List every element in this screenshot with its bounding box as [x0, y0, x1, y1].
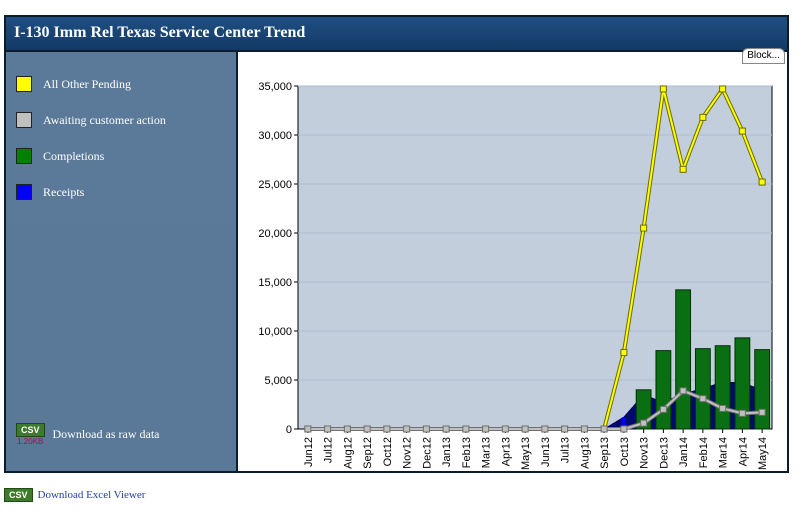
x-tick-label: May13 [520, 437, 532, 470]
awaiting-customer-action-marker [580, 425, 588, 433]
x-tick-label: Apr13 [500, 437, 512, 466]
all-other-pending-marker [659, 85, 667, 93]
chart-pane: 0 5,000 10,000 15,000 20,000 25,000 30,000 35,0… [238, 48, 787, 471]
completions-bar [694, 348, 711, 430]
all-other-pending-marker [719, 85, 727, 93]
all-other-pending-marker [758, 178, 766, 186]
completions-bar [734, 337, 751, 430]
x-tick-label: Oct12 [382, 437, 394, 466]
all-other-pending-marker [620, 349, 628, 357]
completions-bar [675, 289, 692, 430]
all-other-pending-marker [738, 127, 746, 135]
y-tick-label: 15,000 [258, 277, 292, 289]
x-tick-label: Jun13 [540, 437, 552, 467]
awaiting-customer-action-marker [620, 425, 628, 433]
x-tick-label: Mar13 [481, 437, 493, 468]
x-tick-label: Mar14 [718, 437, 730, 468]
csv-icon: CSV [4, 488, 33, 502]
x-tick-label: Dec12 [421, 437, 433, 469]
x-tick-label: Aug13 [579, 437, 591, 469]
x-tick-label: Feb13 [461, 437, 473, 468]
csv-badge-label: CSV [16, 423, 45, 437]
x-tick-label: Apr14 [737, 437, 749, 466]
csv-file-size: 1.20KB [17, 437, 44, 446]
all-other-pending-marker [640, 224, 648, 232]
y-tick-label: 35,000 [258, 81, 292, 93]
completions-bar [754, 349, 771, 430]
legend-swatch [16, 184, 32, 200]
x-tick-label: Oct13 [619, 437, 631, 466]
completions-bar [655, 350, 672, 430]
block-button[interactable]: Block... [742, 48, 785, 64]
footer-download[interactable]: CSV Download Excel Viewer [4, 488, 145, 502]
download-excel-viewer-link[interactable]: Download Excel Viewer [37, 489, 146, 501]
x-tick-label: May14 [757, 437, 769, 470]
awaiting-customer-action-marker [501, 425, 509, 433]
awaiting-customer-action-marker [600, 425, 608, 433]
download-raw-data-label: Download as raw data [52, 427, 160, 441]
legend-label: Completions [43, 148, 105, 163]
x-tick-label: Jan14 [678, 437, 690, 467]
download-raw-data-link[interactable]: CSV 1.20KB Download as raw data [16, 423, 159, 446]
x-tick-label: Dec13 [658, 437, 670, 469]
y-tick-label: 20,000 [258, 228, 292, 240]
legend-item-all-other-pending[interactable]: All Other Pending [16, 74, 131, 94]
awaiting-customer-action-marker [758, 408, 766, 416]
awaiting-customer-action-marker [640, 419, 648, 427]
awaiting-customer-action-marker [324, 425, 332, 433]
legend-sidebar: All Other Pending Awaiting customer acti… [6, 52, 238, 471]
awaiting-customer-action-marker [442, 425, 450, 433]
y-tick-label: 30,000 [258, 130, 292, 142]
awaiting-customer-action-marker [422, 425, 430, 433]
legend-swatch [16, 148, 32, 164]
all-other-pending-marker [699, 113, 707, 121]
awaiting-customer-action-marker [343, 425, 351, 433]
x-tick-label: Feb14 [698, 437, 710, 468]
awaiting-customer-action-marker [541, 425, 549, 433]
awaiting-customer-action-marker [561, 425, 569, 433]
x-tick-label: Aug12 [342, 437, 354, 469]
legend-label: Receipts [43, 184, 85, 199]
chart-svg: 0 5,000 10,000 15,000 20,000 25,000 30,000 35,0… [258, 81, 773, 470]
legend-swatch [16, 76, 32, 92]
completions-bar [714, 345, 731, 430]
legend-label: All Other Pending [43, 76, 131, 91]
y-tick-label: 10,000 [258, 326, 292, 338]
awaiting-customer-action-marker [403, 425, 411, 433]
x-tick-label: Sep13 [599, 437, 611, 469]
x-tick-label: Nov12 [402, 437, 414, 469]
legend-label: Awaiting customer action [43, 112, 166, 127]
awaiting-customer-action-marker [699, 395, 707, 403]
receipts-bar [621, 417, 626, 429]
chart-title: I-130 Imm Rel Texas Service Center Trend [14, 24, 306, 41]
awaiting-customer-action-marker [462, 425, 470, 433]
y-tick-label: 5,000 [264, 375, 292, 387]
title-bar: I-130 Imm Rel Texas Service Center Trend [6, 17, 787, 52]
x-tick-label: Jul13 [560, 437, 572, 463]
legend-item-receipts[interactable]: Receipts [16, 182, 84, 202]
x-tick-label: Nov13 [639, 437, 651, 469]
all-other-pending-marker [679, 165, 687, 173]
awaiting-customer-action-marker [304, 425, 312, 433]
awaiting-customer-action-marker [659, 405, 667, 413]
y-tick-label: 0 [286, 424, 292, 436]
legend-item-completions[interactable]: Completions [16, 146, 104, 166]
awaiting-customer-action-marker [482, 425, 490, 433]
x-tick-label: Jan13 [441, 437, 453, 467]
awaiting-customer-action-marker [719, 404, 727, 412]
y-tick-label: 25,000 [258, 179, 292, 191]
awaiting-customer-action-marker [383, 425, 391, 433]
awaiting-customer-action-marker [363, 425, 371, 433]
legend-swatch [16, 112, 32, 128]
x-tick-label: Jul12 [323, 437, 335, 463]
awaiting-customer-action-marker [679, 387, 687, 395]
legend-item-awaiting-customer-action[interactable]: Awaiting customer action [16, 110, 166, 130]
awaiting-customer-action-marker [738, 409, 746, 417]
awaiting-customer-action-marker [521, 425, 529, 433]
x-tick-label: Sep12 [362, 437, 374, 469]
x-tick-label: Jun12 [303, 437, 315, 467]
csv-icon: CSV 1.20KB [16, 423, 45, 446]
chart-widget: I-130 Imm Rel Texas Service Center Trend… [4, 15, 789, 473]
